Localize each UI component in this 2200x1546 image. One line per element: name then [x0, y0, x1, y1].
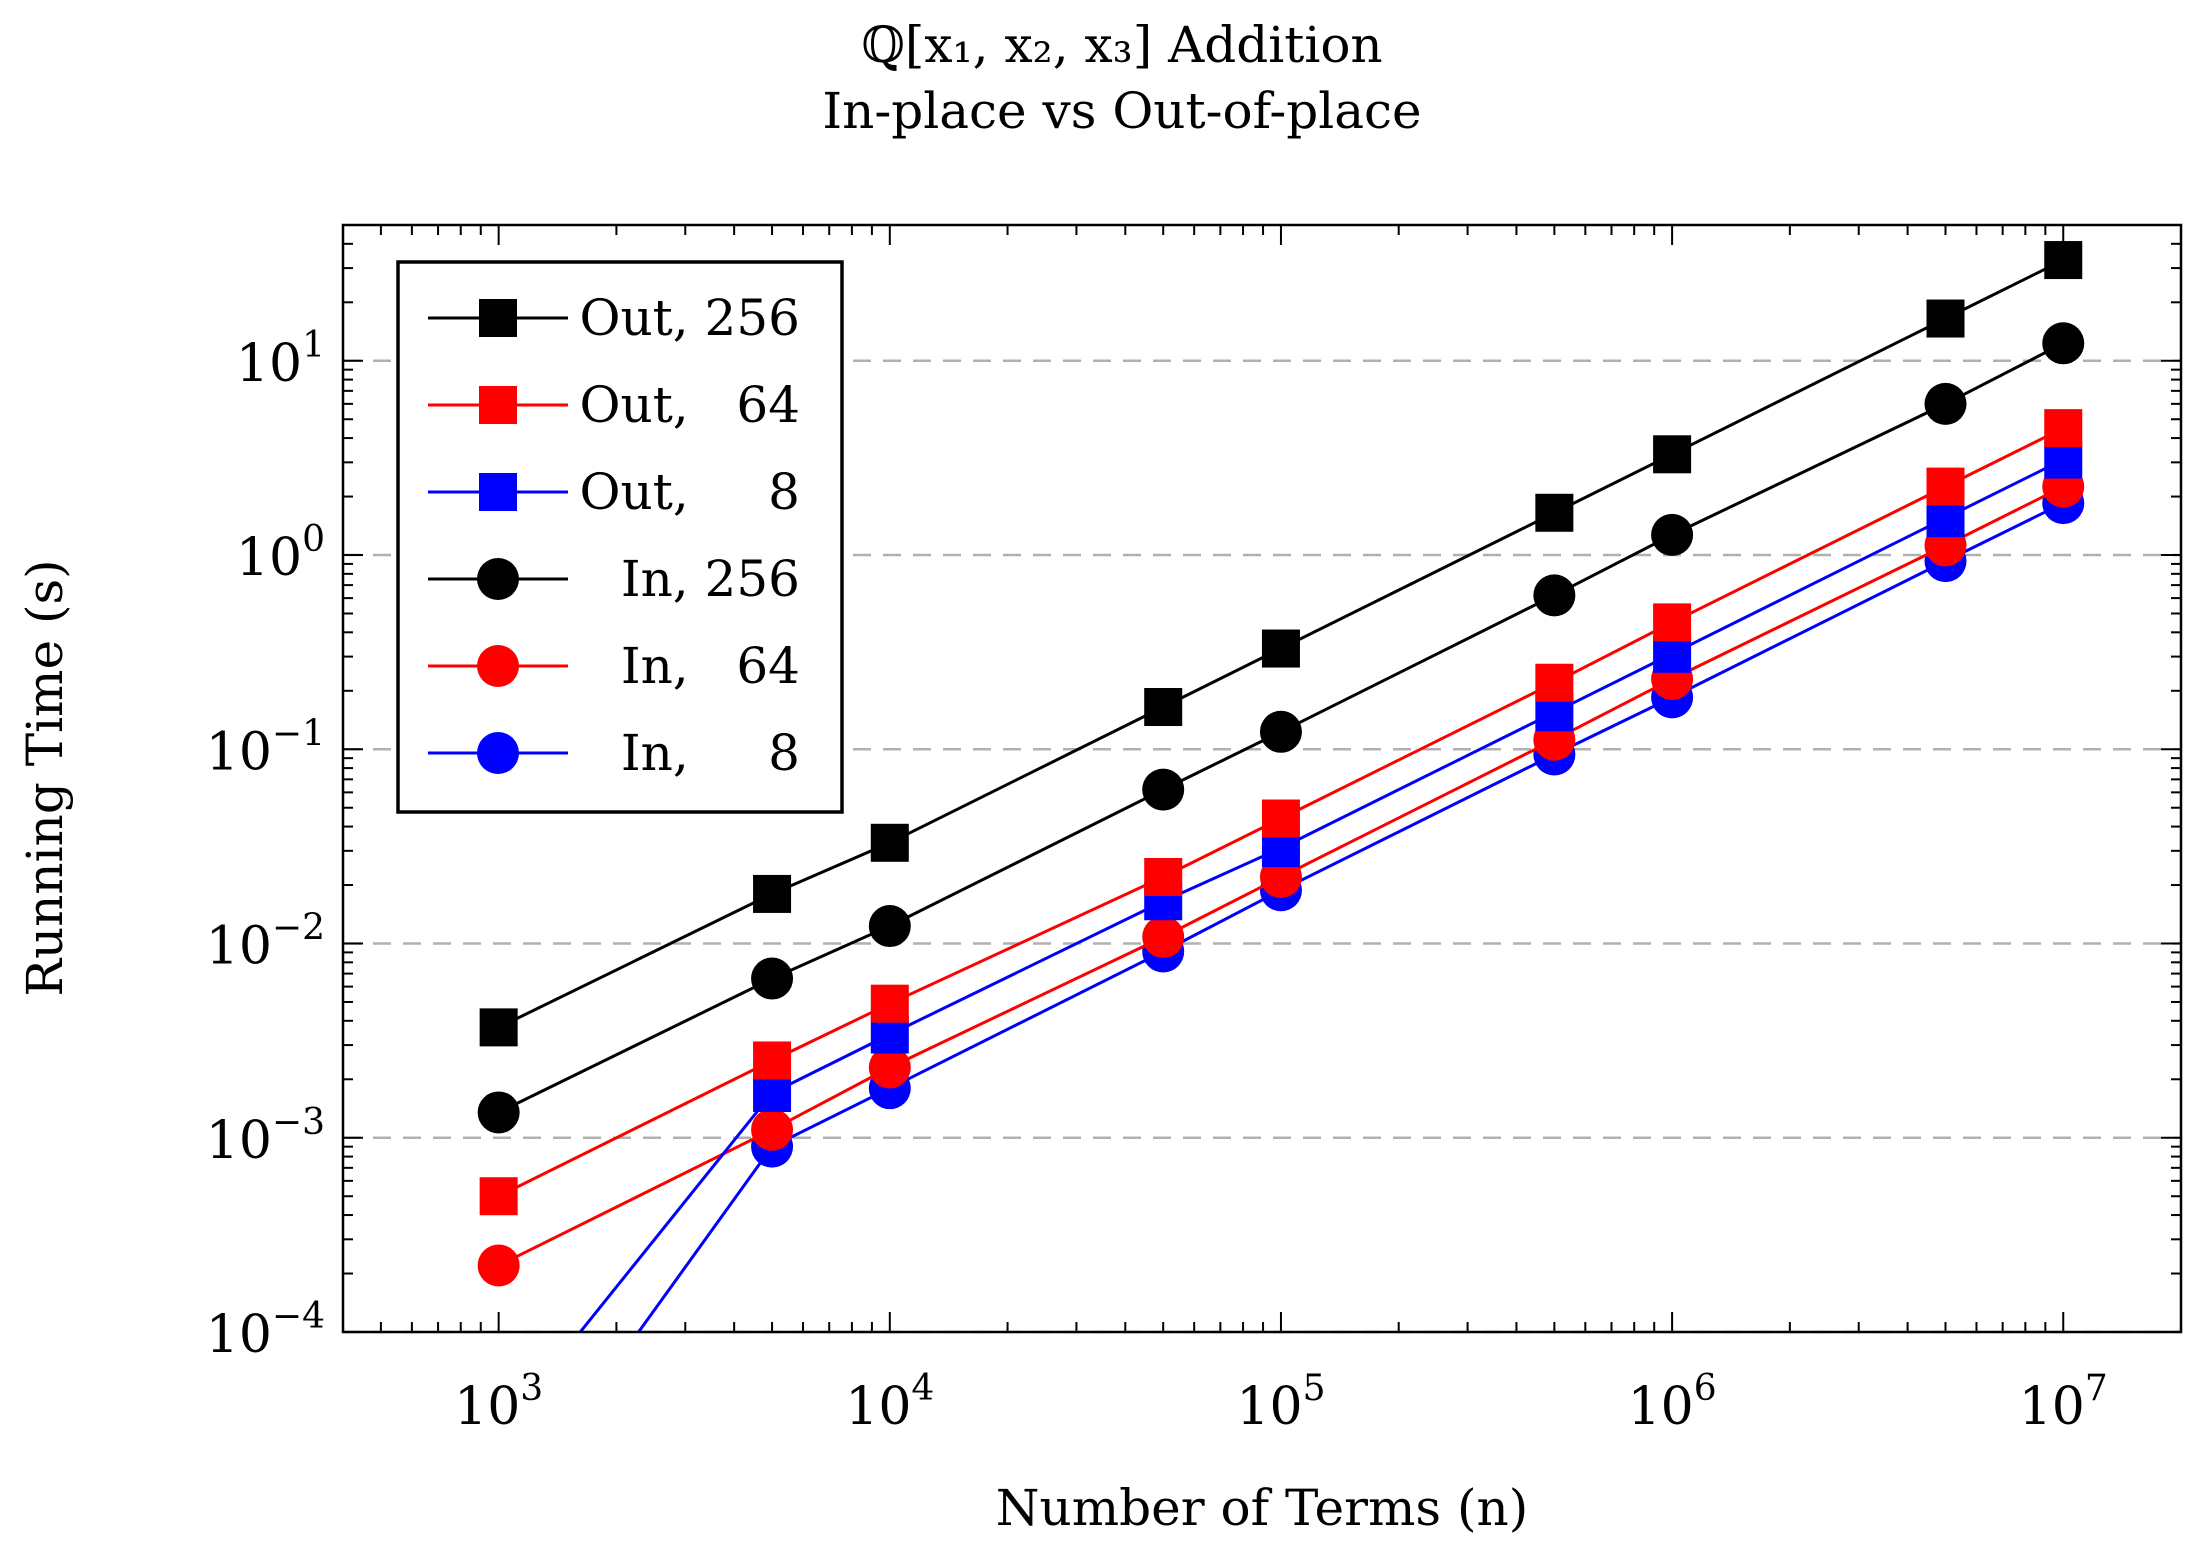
data-point-0-3 — [1144, 688, 1183, 727]
legend-entry-0: Out, 256 — [428, 289, 800, 347]
y-tick-label-3: 10−1 — [206, 713, 325, 782]
data-point-4-0 — [477, 1244, 520, 1287]
data-point-3-1 — [751, 957, 794, 1000]
data-point-1-5 — [1535, 663, 1574, 702]
data-point-1-0 — [479, 1177, 518, 1216]
legend-entry-3: In, 256 — [428, 550, 800, 608]
data-point-4-1 — [751, 1108, 794, 1151]
series-layer — [477, 241, 2085, 1332]
data-point-0-2 — [870, 823, 909, 862]
y-tick-labels: 10−4 10−3 10−2 10−1 100 101 — [206, 325, 325, 1365]
legend-label-2: Out, 8 — [580, 463, 800, 521]
data-point-0-1 — [753, 874, 792, 913]
legend-entry-1: Out, 64 — [428, 376, 800, 434]
minor-ticks — [342, 224, 2182, 1332]
data-point-3-3 — [1142, 768, 1185, 811]
x-tick-label-3: 106 — [1628, 1368, 1717, 1437]
y-tick-label-2: 10−2 — [206, 908, 325, 977]
data-point-1-8 — [2044, 409, 2083, 448]
legend-marker-5 — [477, 732, 519, 774]
data-point-3-2 — [868, 905, 911, 948]
legend-entry-5: In, 8 — [428, 724, 800, 782]
x-tick-label-1: 104 — [845, 1368, 934, 1437]
data-point-3-0 — [477, 1091, 520, 1134]
x-tick-label-4: 107 — [2019, 1368, 2108, 1437]
x-tick-label-0: 103 — [454, 1368, 543, 1437]
x-tick-labels: 103 104 105 106 107 — [454, 1368, 2108, 1437]
legend-label-4: In, 64 — [621, 637, 800, 695]
major-ticks — [343, 225, 2181, 1333]
legend-label-0: Out, 256 — [579, 289, 800, 347]
data-point-1-6 — [1653, 603, 1692, 642]
data-point-0-0 — [479, 1008, 518, 1047]
chart-title-line-1: ℚ[x₁, x₂, x₃] Addition — [861, 16, 1382, 74]
data-point-3-6 — [1651, 513, 1694, 556]
legend-entry-4: In, 64 — [428, 637, 800, 695]
series-1 — [479, 409, 2083, 1216]
legend-label-5: In, 8 — [621, 724, 800, 782]
legend-entry-2: Out, 8 — [428, 463, 800, 521]
y-tick-label-4: 100 — [236, 519, 325, 588]
data-point-3-8 — [2042, 322, 2085, 365]
legend-marker-3 — [477, 558, 519, 600]
series-0 — [479, 241, 2083, 1047]
data-point-4-3 — [1142, 916, 1185, 959]
data-point-0-8 — [2044, 241, 2083, 280]
data-point-0-6 — [1653, 435, 1692, 474]
legend-box — [396, 260, 844, 814]
data-point-0-4 — [1261, 629, 1300, 668]
legend-marker-1 — [479, 386, 517, 424]
data-point-0-7 — [1926, 299, 1965, 338]
data-point-3-5 — [1533, 574, 1576, 617]
legend-label-3: In, 256 — [621, 550, 800, 608]
data-point-1-3 — [1144, 857, 1183, 896]
data-point-1-1 — [753, 1041, 792, 1080]
data-point-3-7 — [1924, 382, 1967, 425]
legend-marker-4 — [477, 645, 519, 687]
y-axis-label: Running Time (s) — [16, 559, 74, 996]
plot-frame — [341, 223, 2183, 1334]
data-point-3-4 — [1259, 710, 1302, 753]
legend-marker-2 — [479, 473, 517, 511]
series-3 — [477, 322, 2085, 1134]
legend-marker-0 — [479, 299, 517, 337]
legend-label-1: Out, 64 — [580, 376, 800, 434]
data-point-1-4 — [1261, 799, 1300, 838]
data-point-2-1 — [753, 1073, 792, 1112]
data-point-1-7 — [1926, 467, 1965, 506]
y-tick-label-1: 10−3 — [206, 1102, 325, 1171]
legend: Out, 256 Out, 64 Out, 8 In, 256 In, 64 In, 8 — [396, 260, 844, 814]
x-axis-label: Number of Terms (n) — [996, 1479, 1528, 1537]
data-point-4-2 — [868, 1046, 911, 1089]
data-point-0-5 — [1535, 493, 1574, 532]
y-tick-label-0: 10−4 — [206, 1296, 325, 1365]
chart-title-line-2: In-place vs Out-of-place — [822, 82, 1421, 140]
data-point-1-2 — [870, 984, 909, 1023]
x-tick-label-2: 105 — [1236, 1368, 1325, 1437]
y-tick-label-5: 101 — [236, 325, 325, 394]
